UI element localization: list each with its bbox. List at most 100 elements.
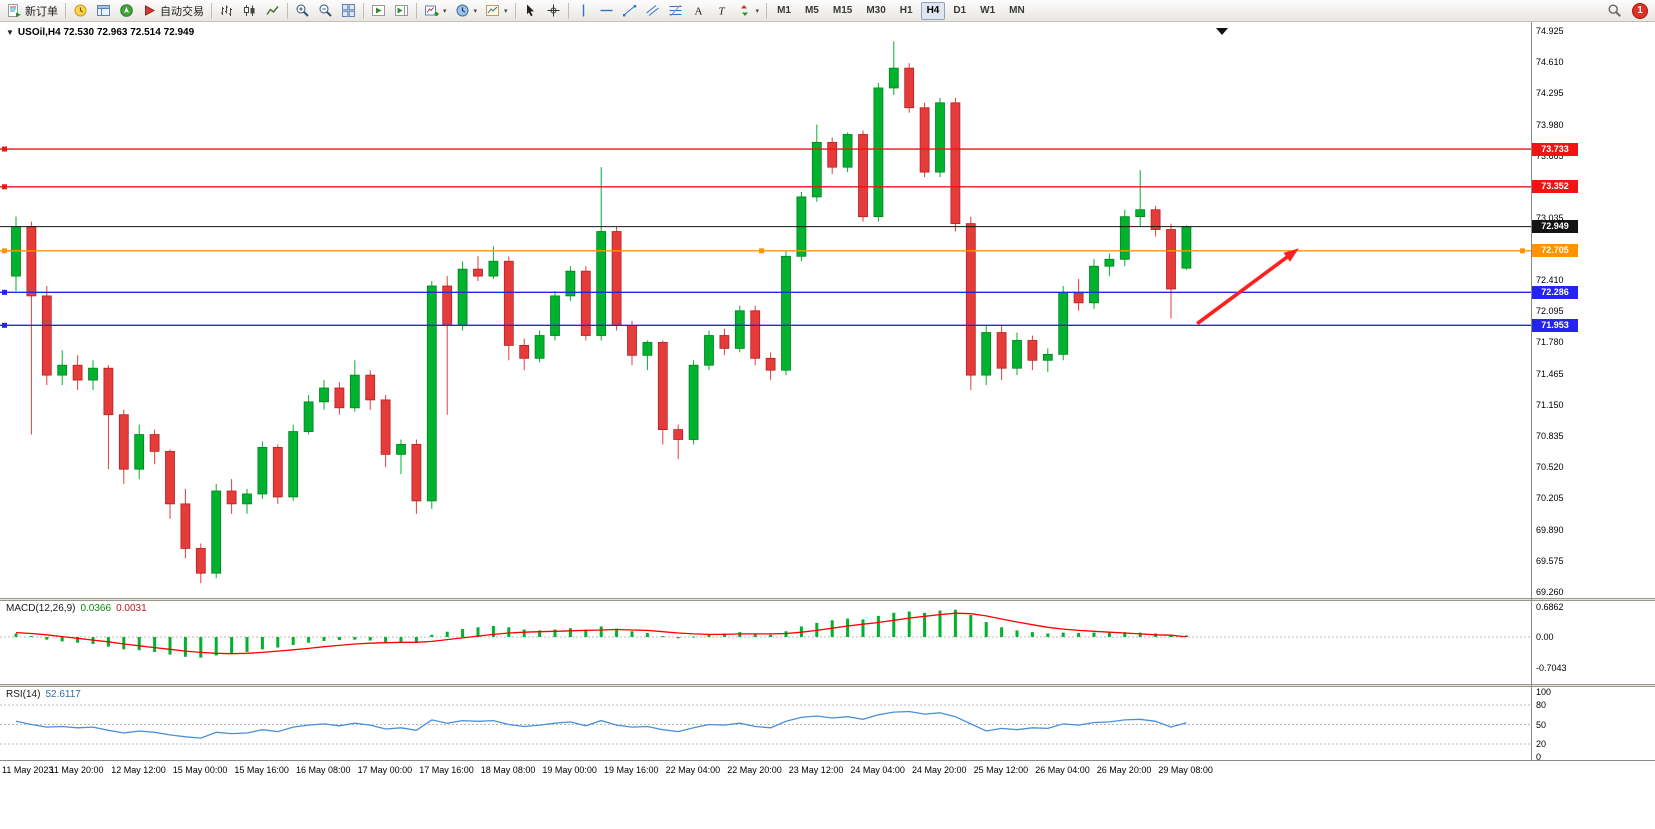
new-chart-button[interactable]: ▾ <box>420 1 451 21</box>
arrows-button[interactable]: ▾ <box>733 1 764 21</box>
candle <box>688 364 699 440</box>
candle <box>57 364 68 376</box>
price-tag-71.953: 71.953 <box>1532 318 1578 332</box>
market-watch-icon <box>73 3 88 18</box>
rsi-axis-tick: 100 <box>1536 687 1552 697</box>
zoom-out-button[interactable] <box>314 1 337 21</box>
zoom-in-button[interactable] <box>291 1 314 21</box>
price-chart-canvas[interactable] <box>0 22 1531 598</box>
timeframe-d1[interactable]: D1 <box>953 5 967 16</box>
time-tick: 15 May 16:00 <box>234 765 289 775</box>
chart-title-text: USOil,H4 72.530 72.963 72.514 72.949 <box>17 27 195 38</box>
macd-signal-line <box>15 612 1187 655</box>
candle <box>888 67 899 89</box>
timeframe-h1[interactable]: H1 <box>899 5 913 16</box>
panel-divider-macd[interactable] <box>0 598 1655 601</box>
navigator-button[interactable] <box>115 1 138 21</box>
candle <box>627 325 637 356</box>
candle <box>1073 292 1084 304</box>
time-tick: 19 May 16:00 <box>604 765 659 775</box>
horizontal-line-button[interactable] <box>595 1 618 21</box>
candle <box>781 255 791 371</box>
candle <box>765 357 776 371</box>
rsi-panel-canvas[interactable] <box>0 687 1531 760</box>
timeframe-h4[interactable]: H4 <box>920 1 946 20</box>
timeframe-w1[interactable]: W1 <box>980 5 996 16</box>
candle <box>596 231 607 336</box>
macd-label: MACD(12,26,9) 0.0366 0.0031 <box>6 603 147 614</box>
line-chart-button[interactable] <box>261 1 284 21</box>
vertical-line-button[interactable] <box>572 1 595 21</box>
candle <box>242 493 252 505</box>
candle <box>673 429 684 440</box>
candle <box>1119 216 1130 260</box>
candle <box>26 226 37 297</box>
timeframe-m30[interactable]: M30 <box>866 5 886 16</box>
macd-main-value: 0.0366 <box>80 603 112 614</box>
macd-panel-canvas[interactable] <box>0 601 1531 684</box>
timeframe-mn[interactable]: MN <box>1009 5 1025 16</box>
candle <box>734 310 745 349</box>
candle <box>103 367 114 416</box>
time-tick: 18 May 08:00 <box>480 765 536 775</box>
candlestick-chart-button[interactable] <box>238 1 261 21</box>
new-order-button[interactable]: 新订单 <box>3 1 62 21</box>
autotrade-button[interactable]: 自动交易 <box>138 1 208 21</box>
main-toolbar: 新订单 自动交易 ▾ ▾ ▾ A T ▾ M1 M5 M15 M30 H1 H4 D1 W1 MN 1 <box>0 0 1655 22</box>
time-axis[interactable]: 11 May 2023 11 May 20:00 12 May 12:00 15 Ma… <box>0 761 1531 782</box>
candle <box>965 223 976 376</box>
price-tag-72.286: 72.286 <box>1532 285 1578 299</box>
vertical-line-icon <box>576 3 591 18</box>
toolbar-separator <box>567 2 569 19</box>
fibonacci-button[interactable] <box>664 1 687 21</box>
toolbar-separator <box>514 2 516 19</box>
symbol-dropdown-icon[interactable]: ▼ <box>6 28 14 37</box>
time-tick: 25 May 12:00 <box>973 765 1029 775</box>
trendline-icon <box>622 3 637 18</box>
candle <box>950 102 961 225</box>
chart-shift-button[interactable] <box>390 1 413 21</box>
text-button[interactable]: A <box>687 1 710 21</box>
profiles-button[interactable]: ▾ <box>451 1 482 21</box>
candle <box>411 444 422 502</box>
candle <box>642 342 653 356</box>
candle <box>426 285 437 502</box>
auto-scroll-button[interactable] <box>367 1 390 21</box>
time-tick: 22 May 04:00 <box>665 765 721 775</box>
time-tick: 12 May 12:00 <box>111 765 166 775</box>
chart-title: ▼ USOil,H4 72.530 72.963 72.514 72.949 <box>6 27 194 38</box>
candlestick-icon <box>242 3 257 18</box>
candle <box>519 345 530 359</box>
bar-chart-button[interactable] <box>215 1 238 21</box>
candle <box>1150 209 1161 230</box>
panel-divider-rsi[interactable] <box>0 684 1655 687</box>
rsi-name: RSI(14) <box>6 689 41 700</box>
candle <box>457 268 468 327</box>
candle <box>565 270 576 297</box>
cursor-button[interactable] <box>519 1 542 21</box>
market-watch-button[interactable] <box>69 1 92 21</box>
notification-badge[interactable]: 1 <box>1632 2 1648 19</box>
candle <box>180 503 191 549</box>
price-axis[interactable]: 74.92574.61074.29573.98073.66573.35073.0… <box>1532 22 1655 762</box>
candle <box>503 260 514 346</box>
tile-windows-button[interactable] <box>337 1 360 21</box>
dropdown-caret-icon: ▾ <box>755 7 760 15</box>
channel-button[interactable] <box>641 1 664 21</box>
label-button[interactable]: T <box>710 1 733 21</box>
timeframe-m5[interactable]: M5 <box>804 5 819 16</box>
trendline-button[interactable] <box>618 1 641 21</box>
rsi-axis-tick: 80 <box>1536 700 1547 710</box>
timeframe-m15[interactable]: M15 <box>832 5 853 16</box>
data-window-button[interactable] <box>92 1 115 21</box>
horizontal-line-icon <box>599 3 614 18</box>
chart-shift-icon <box>394 3 409 18</box>
time-tick: 24 May 20:00 <box>912 765 967 775</box>
crosshair-button[interactable] <box>542 1 565 21</box>
new-chart-icon <box>424 3 439 18</box>
candle <box>750 310 761 359</box>
timeframe-m1[interactable]: M1 <box>777 5 791 16</box>
template-button[interactable]: ▾ <box>481 1 512 21</box>
search-button[interactable] <box>1603 1 1626 21</box>
candle <box>996 332 1007 369</box>
